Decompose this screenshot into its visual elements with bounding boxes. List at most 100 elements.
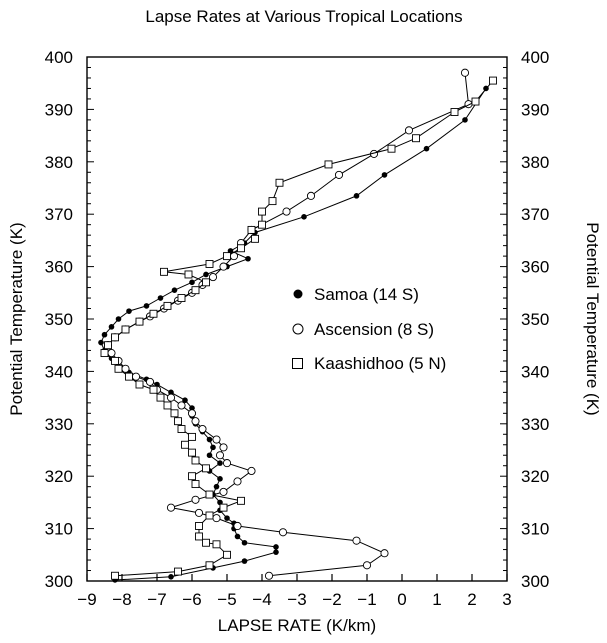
data-point-kaashidhoo-5-n bbox=[412, 134, 420, 143]
data-point-kaashidhoo-5-n bbox=[188, 448, 196, 457]
y-tick-label-right: 380 bbox=[521, 153, 549, 172]
data-point-ascension-8-s bbox=[233, 521, 242, 531]
data-point-samoa-14-s bbox=[273, 549, 279, 555]
data-point-kaashidhoo-5-n bbox=[135, 317, 144, 326]
data-point-kaashidhoo-5-n bbox=[202, 278, 210, 287]
data-point-kaashidhoo-5-n bbox=[191, 480, 200, 489]
x-tick-label: −4 bbox=[252, 590, 271, 609]
data-point-ascension-8-s bbox=[121, 364, 130, 373]
data-point-samoa-14-s bbox=[210, 444, 216, 451]
legend-samoa-label: Samoa (14 S) bbox=[314, 285, 419, 304]
data-point-samoa-14-s bbox=[115, 316, 122, 322]
data-point-ascension-8-s bbox=[191, 495, 200, 504]
legend-ascension-label: Ascension (8 S) bbox=[314, 320, 434, 339]
data-point-ascension-8-s bbox=[222, 459, 232, 468]
y-tick-label-left: 370 bbox=[45, 205, 73, 224]
x-tick-label: −9 bbox=[77, 590, 96, 609]
data-point-samoa-14-s bbox=[168, 389, 174, 396]
y-tick-label-left: 320 bbox=[45, 467, 73, 486]
y-tick-label-right: 340 bbox=[521, 362, 549, 381]
data-point-kaashidhoo-5-n bbox=[100, 349, 109, 358]
data-point-ascension-8-s bbox=[247, 466, 256, 476]
data-point-kaashidhoo-5-n bbox=[202, 538, 210, 547]
y-tick-label-right: 370 bbox=[521, 205, 549, 224]
data-point-ascension-8-s bbox=[212, 514, 221, 523]
x-tick-label: −1 bbox=[357, 590, 376, 609]
data-point-kaashidhoo-5-n bbox=[121, 325, 130, 334]
data-point-kaashidhoo-5-n bbox=[205, 490, 214, 499]
legend-kaashidhoo-label: Kaashidhoo (5 N) bbox=[314, 354, 446, 373]
data-point-kaashidhoo-5-n bbox=[149, 385, 158, 394]
data-point-ascension-8-s bbox=[362, 561, 372, 570]
y-tick-label-right: 300 bbox=[521, 572, 549, 591]
data-point-ascension-8-s bbox=[219, 262, 228, 271]
data-point-kaashidhoo-5-n bbox=[160, 267, 168, 276]
data-point-ascension-8-s bbox=[177, 401, 186, 410]
data-point-kaashidhoo-5-n bbox=[324, 160, 333, 169]
data-point-kaashidhoo-5-n bbox=[188, 432, 196, 441]
data-point-ascension-8-s bbox=[233, 477, 242, 486]
data-point-ascension-8-s bbox=[306, 191, 316, 200]
data-point-kaashidhoo-5-n bbox=[111, 333, 119, 342]
data-point-ascension-8-s bbox=[380, 549, 389, 558]
y-tick-label-left: 340 bbox=[45, 362, 73, 381]
data-point-kaashidhoo-5-n bbox=[251, 234, 259, 243]
data-point-samoa-14-s bbox=[353, 193, 360, 199]
data-point-kaashidhoo-5-n bbox=[387, 144, 396, 153]
data-point-kaashidhoo-5-n bbox=[212, 540, 221, 549]
data-point-samoa-14-s bbox=[213, 483, 220, 490]
chart-title: Lapse Rates at Various Tropical Location… bbox=[145, 7, 462, 26]
data-point-ascension-8-s bbox=[334, 170, 344, 179]
series-kaashidhoo-5-n bbox=[100, 76, 497, 580]
data-point-kaashidhoo-5-n bbox=[223, 252, 231, 261]
data-point-ascension-8-s bbox=[219, 487, 228, 496]
data-point-ascension-8-s bbox=[278, 528, 288, 537]
data-point-ascension-8-s bbox=[219, 443, 228, 452]
data-point-kaashidhoo-5-n bbox=[184, 270, 193, 279]
data-point-kaashidhoo-5-n bbox=[489, 76, 497, 85]
data-point-samoa-14-s bbox=[98, 339, 104, 346]
data-point-kaashidhoo-5-n bbox=[135, 380, 144, 389]
legend-ascension-marker bbox=[292, 323, 304, 335]
data-point-kaashidhoo-5-n bbox=[191, 286, 200, 295]
y-tick-label-right: 390 bbox=[521, 100, 549, 119]
data-point-samoa-14-s bbox=[182, 397, 188, 404]
data-point-kaashidhoo-5-n bbox=[258, 207, 266, 216]
y-tick-label-right: 330 bbox=[521, 415, 549, 434]
data-point-samoa-14-s bbox=[189, 279, 195, 286]
data-point-samoa-14-s bbox=[224, 515, 230, 521]
data-point-ascension-8-s bbox=[198, 424, 207, 434]
data-point-samoa-14-s bbox=[203, 271, 209, 278]
x-tick-label: −5 bbox=[217, 590, 236, 609]
data-point-samoa-14-s bbox=[217, 476, 223, 482]
data-point-ascension-8-s bbox=[264, 571, 274, 580]
y-tick-label-right: 310 bbox=[521, 520, 549, 539]
y-tick-label-left: 390 bbox=[45, 100, 73, 119]
data-point-ascension-8-s bbox=[282, 207, 291, 216]
x-tick-label: −2 bbox=[322, 590, 341, 609]
x-tick-label: 3 bbox=[502, 590, 511, 609]
data-point-samoa-14-s bbox=[143, 303, 150, 309]
y-tick-label-left: 400 bbox=[45, 48, 73, 67]
data-point-kaashidhoo-5-n bbox=[104, 341, 112, 350]
series-layer bbox=[98, 68, 497, 583]
data-point-kaashidhoo-5-n bbox=[205, 511, 214, 520]
data-point-samoa-14-s bbox=[168, 574, 174, 580]
data-point-ascension-8-s bbox=[131, 372, 141, 381]
data-point-ascension-8-s bbox=[107, 349, 116, 358]
data-point-kaashidhoo-5-n bbox=[275, 178, 284, 187]
data-point-samoa-14-s bbox=[234, 533, 241, 540]
data-point-ascension-8-s bbox=[404, 126, 414, 135]
data-point-samoa-14-s bbox=[206, 452, 213, 459]
data-point-samoa-14-s bbox=[157, 295, 164, 301]
y-tick-label-left: 360 bbox=[45, 258, 73, 277]
data-point-kaashidhoo-5-n bbox=[247, 225, 256, 234]
data-point-kaashidhoo-5-n bbox=[219, 503, 228, 512]
y-tick-label-right: 360 bbox=[521, 258, 549, 277]
x-tick-label: −7 bbox=[147, 590, 166, 609]
data-point-kaashidhoo-5-n bbox=[205, 561, 214, 570]
data-point-ascension-8-s bbox=[212, 435, 221, 444]
y-tick-label-right: 350 bbox=[521, 310, 549, 329]
data-point-ascension-8-s bbox=[208, 273, 218, 282]
data-point-ascension-8-s bbox=[187, 409, 197, 418]
